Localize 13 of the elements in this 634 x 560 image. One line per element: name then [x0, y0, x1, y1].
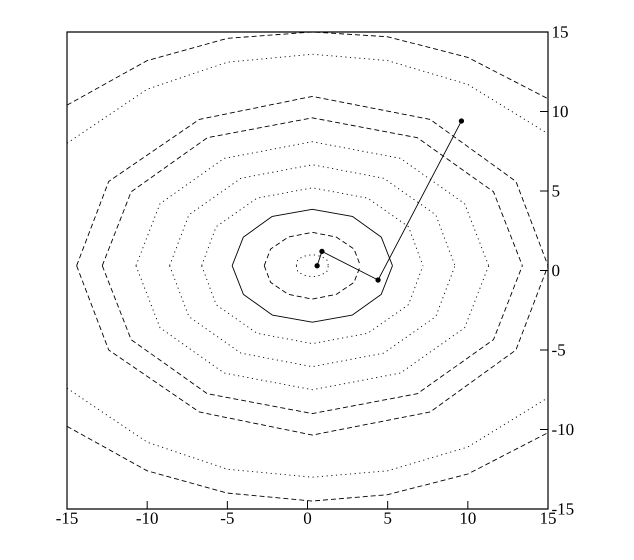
x-tick-label: -5	[220, 512, 234, 524]
y-tick-label: -15	[552, 503, 574, 515]
y-tick-label: 0	[552, 264, 560, 276]
x-tick-label: 5	[384, 512, 392, 524]
y-tick-label: -5	[552, 344, 565, 356]
y-tick-label: -10	[552, 424, 574, 436]
y-tick-label: 5	[552, 185, 560, 197]
x-tick-label: -15	[56, 512, 78, 524]
y-tick-label: 10	[553, 106, 568, 118]
y-tick-label: 15	[553, 26, 568, 38]
x-tick-label: 0	[304, 512, 312, 524]
x-tick-label: -10	[136, 512, 158, 524]
x-tick-label: 10	[460, 512, 476, 524]
